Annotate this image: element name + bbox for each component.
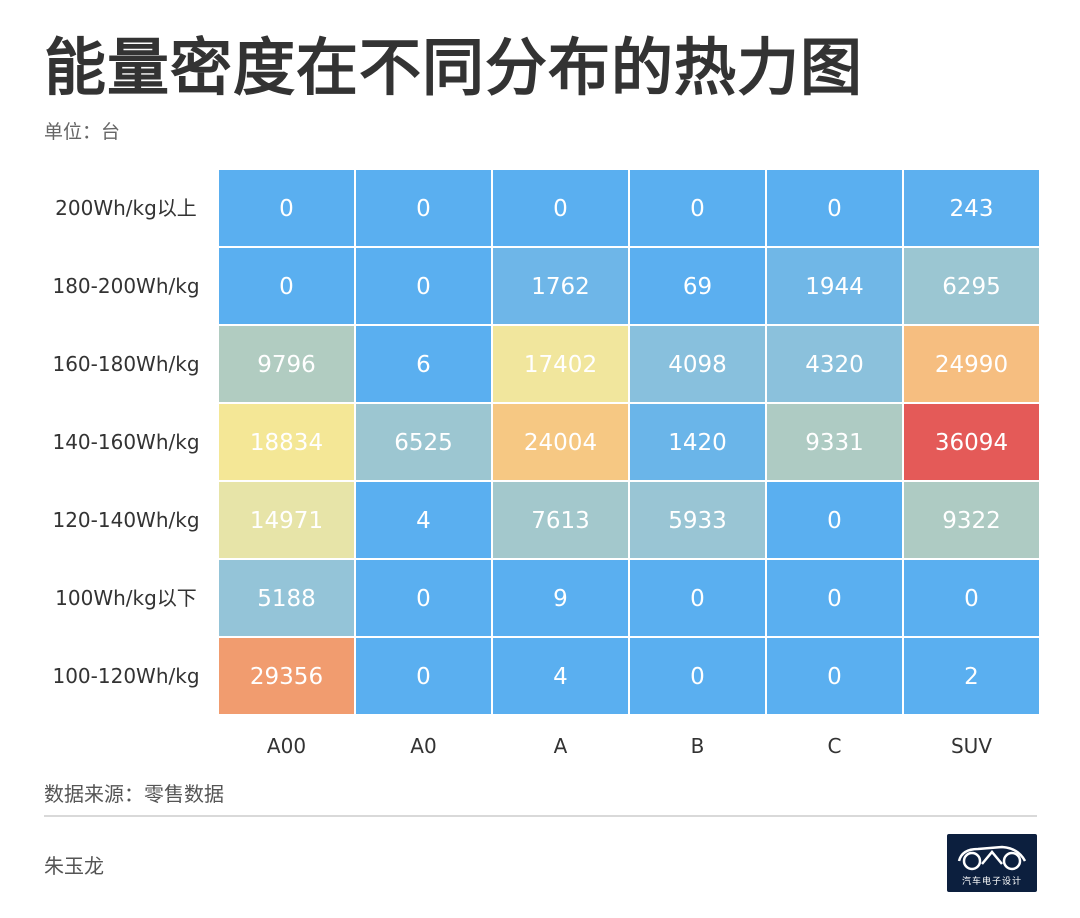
cell-value-label: 0 bbox=[690, 196, 705, 222]
heatmap-cell bbox=[217, 168, 356, 248]
heatmap-cell bbox=[902, 636, 1041, 716]
heatmap-chart: 200Wh/kg以上 180-200Wh/kg 160-180Wh/kg 140-16… bbox=[52, 168, 1041, 758]
chart-unit-label: 单位：台 bbox=[44, 121, 121, 143]
y-axis-label: 180-200Wh/kg bbox=[52, 274, 199, 298]
cell-value-label: 36094 bbox=[935, 430, 1008, 456]
heatmap-cell bbox=[217, 558, 356, 638]
heatmap-cell bbox=[628, 324, 767, 404]
cell-value-label: 9322 bbox=[942, 508, 1001, 534]
heatmap-cell bbox=[217, 402, 356, 482]
x-axis-label: A bbox=[554, 734, 568, 758]
cell-value-label: 7613 bbox=[531, 508, 590, 534]
cell-value-label: 2 bbox=[964, 664, 979, 690]
heatmap-cell bbox=[902, 324, 1041, 404]
heatmap-cell bbox=[354, 402, 493, 482]
cell-value-label: 9796 bbox=[257, 352, 316, 378]
heatmap-cell bbox=[628, 636, 767, 716]
heatmap-cell bbox=[902, 558, 1041, 638]
cell-value-label: 0 bbox=[416, 274, 431, 300]
cell-value-label: 0 bbox=[827, 196, 842, 222]
heatmap-cell bbox=[628, 246, 767, 326]
heatmap-cell bbox=[628, 480, 767, 560]
y-axis-label: 100Wh/kg以下 bbox=[55, 586, 197, 610]
cell-value-label: 0 bbox=[279, 274, 294, 300]
cell-value-label: 4 bbox=[553, 664, 568, 690]
cell-value-label: 0 bbox=[416, 196, 431, 222]
heatmap-cell bbox=[902, 168, 1041, 248]
cell-value-label: 0 bbox=[690, 586, 705, 612]
x-axis-label: A0 bbox=[410, 734, 436, 758]
heatmap-cell bbox=[765, 402, 904, 482]
cell-value-label: 5188 bbox=[257, 586, 316, 612]
cell-value-label: 14971 bbox=[250, 508, 323, 534]
cell-value-label: 0 bbox=[279, 196, 294, 222]
cell-value-label: 1420 bbox=[668, 430, 727, 456]
cell-value-label: 0 bbox=[690, 664, 705, 690]
cell-value-label: 9 bbox=[553, 586, 568, 612]
heatmap-cell bbox=[902, 480, 1041, 560]
author-name: 朱玉龙 bbox=[44, 854, 104, 878]
heatmap-cell bbox=[354, 324, 493, 404]
cell-value-label: 69 bbox=[683, 274, 712, 300]
cell-value-label: 0 bbox=[416, 664, 431, 690]
heatmap-cell bbox=[354, 246, 493, 326]
heatmap-cell bbox=[765, 636, 904, 716]
cell-value-label: 0 bbox=[827, 508, 842, 534]
cell-value-label: 9331 bbox=[805, 430, 864, 456]
heatmap-cell bbox=[491, 480, 630, 560]
cell-value-label: 1762 bbox=[531, 274, 590, 300]
y-axis-label: 200Wh/kg以上 bbox=[55, 196, 197, 220]
x-axis-label: B bbox=[691, 734, 705, 758]
cell-value-label: 24004 bbox=[524, 430, 597, 456]
x-axis-label: C bbox=[828, 734, 842, 758]
heatmap-cell bbox=[902, 402, 1041, 482]
heatmap-cell bbox=[354, 636, 493, 716]
heatmap-cell bbox=[628, 402, 767, 482]
cell-value-label: 6525 bbox=[394, 430, 453, 456]
heatmap-cell bbox=[765, 324, 904, 404]
cell-value-label: 4098 bbox=[668, 352, 727, 378]
cell-value-label: 0 bbox=[553, 196, 568, 222]
cell-value-label: 4 bbox=[416, 508, 431, 534]
cell-value-label: 4320 bbox=[805, 352, 864, 378]
heatmap-cell bbox=[354, 168, 493, 248]
y-axis-label: 100-120Wh/kg bbox=[52, 664, 199, 688]
logo-text: 汽车电子设计 bbox=[961, 877, 1022, 887]
cell-value-label: 243 bbox=[950, 196, 994, 222]
chart-title: 能量密度在不同分布的热力图 bbox=[44, 31, 864, 104]
data-source-note: 数据来源：零售数据 bbox=[44, 782, 224, 806]
x-axis-label: A00 bbox=[267, 734, 306, 758]
heatmap-cell bbox=[902, 246, 1041, 326]
brand-logo: 汽车电子设计 bbox=[947, 834, 1037, 892]
cell-value-label: 6295 bbox=[942, 274, 1001, 300]
cell-value-label: 18834 bbox=[250, 430, 323, 456]
heatmap-cell bbox=[491, 168, 630, 248]
y-axis-label: 140-160Wh/kg bbox=[52, 430, 199, 454]
footer-divider bbox=[44, 815, 1037, 817]
cell-value-label: 29356 bbox=[250, 664, 323, 690]
cell-value-label: 0 bbox=[827, 586, 842, 612]
cell-value-label: 0 bbox=[964, 586, 979, 612]
cell-value-label: 24990 bbox=[935, 352, 1008, 378]
cell-value-label: 0 bbox=[827, 664, 842, 690]
cell-value-label: 5933 bbox=[668, 508, 727, 534]
y-axis-label: 120-140Wh/kg bbox=[52, 508, 199, 532]
heatmap-cell bbox=[217, 636, 356, 716]
y-axis-label: 160-180Wh/kg bbox=[52, 352, 199, 376]
heatmap-cell bbox=[765, 480, 904, 560]
x-axis-label: SUV bbox=[951, 734, 992, 758]
cell-value-label: 1944 bbox=[805, 274, 864, 300]
heatmap-cell bbox=[491, 636, 630, 716]
cell-value-label: 6 bbox=[416, 352, 431, 378]
heatmap-cell bbox=[491, 402, 630, 482]
cell-value-label: 17402 bbox=[524, 352, 597, 378]
cell-value-label: 0 bbox=[416, 586, 431, 612]
car-outline-icon bbox=[957, 845, 1027, 871]
